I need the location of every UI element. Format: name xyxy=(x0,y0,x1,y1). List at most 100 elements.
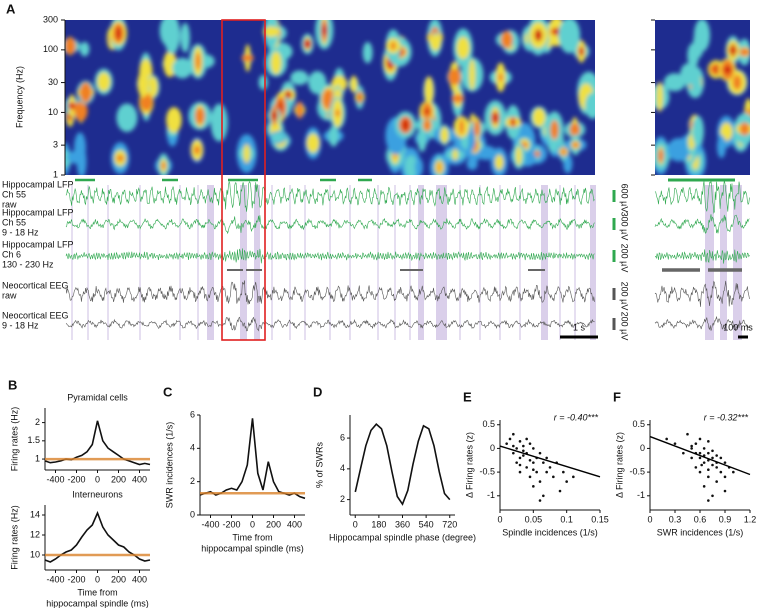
spectral-power xyxy=(116,154,124,162)
scatter-point xyxy=(686,432,689,436)
spectral-power xyxy=(270,110,278,121)
scatter-point xyxy=(702,485,706,488)
panel-label: E xyxy=(463,389,472,404)
scatter-point xyxy=(512,444,515,448)
x-tick-label: 200 xyxy=(111,574,126,584)
spectral-power xyxy=(451,94,465,103)
scatter-point xyxy=(698,451,702,455)
spectral-power xyxy=(67,150,85,164)
scatter-point xyxy=(525,437,528,441)
scatter-point xyxy=(528,442,532,445)
scatter-point xyxy=(715,454,718,457)
spectral-power xyxy=(172,57,193,79)
scatter-point xyxy=(552,475,555,479)
scatter-point xyxy=(528,458,532,462)
spectral-power xyxy=(350,75,358,93)
spectral-power xyxy=(656,81,663,112)
spectral-power xyxy=(459,119,464,135)
ripple-band xyxy=(240,185,247,340)
spectral-power xyxy=(270,51,282,75)
y-axis-label: Firing rates (Hz) xyxy=(9,407,19,472)
scatter-point xyxy=(690,456,693,460)
y-axis-label: Frequency (Hz) xyxy=(14,66,24,128)
x-tick-label: 400 xyxy=(287,519,302,529)
scatter-point xyxy=(694,442,698,445)
trace xyxy=(65,180,595,212)
x-axis-label: hippocampal spindle (ms) xyxy=(46,598,149,608)
x-tick-label: 400 xyxy=(132,474,147,484)
y-axis-label: Δ Firing rates (z) xyxy=(614,432,624,498)
spectral-power xyxy=(501,31,513,49)
trace xyxy=(654,280,750,307)
spectral-power xyxy=(304,39,311,49)
scatter-point xyxy=(525,466,528,469)
trace xyxy=(65,215,595,235)
x-axis-label: SWR incidences (1/s) xyxy=(657,527,744,537)
panel-label: D xyxy=(313,384,322,399)
spectral-power xyxy=(74,100,88,122)
spectral-power xyxy=(691,71,702,96)
x-tick-label: 540 xyxy=(419,519,434,529)
panel-label: C xyxy=(163,384,173,399)
spectral-power xyxy=(116,26,121,40)
x-tick-label: -400 xyxy=(201,519,219,529)
spectral-power xyxy=(511,117,515,127)
y-tick-label: 0 xyxy=(190,509,195,519)
spectral-power xyxy=(404,155,418,175)
spectral-power xyxy=(550,120,559,140)
panel-label: F xyxy=(613,389,621,404)
x-tick-label: 400 xyxy=(132,574,147,584)
scatter-point xyxy=(528,475,532,479)
x-tick-label: -200 xyxy=(67,574,85,584)
x-axis-label: Time from xyxy=(77,587,117,597)
spectral-power xyxy=(572,141,579,149)
trace-label: Hippocampal LFP xyxy=(2,207,74,217)
x-axis-label: hippocampal spindle (ms) xyxy=(201,543,304,553)
y-axis-label: % of SWRs xyxy=(314,442,324,489)
spectral-power xyxy=(561,147,566,157)
spectral-power xyxy=(335,109,340,117)
spectral-power xyxy=(739,122,750,136)
trace-label: 130 - 230 Hz xyxy=(2,259,54,269)
spectral-power xyxy=(717,135,726,159)
y-tick-label: 1.5 xyxy=(27,435,40,445)
trace xyxy=(654,315,750,331)
y-tick-label: 12 xyxy=(30,529,40,539)
scatter-point xyxy=(665,437,668,441)
x-tick-label: 0.15 xyxy=(591,514,609,524)
scatter-point xyxy=(522,454,525,457)
spectral-power xyxy=(663,73,686,92)
spectral-power xyxy=(693,20,711,52)
trace-label: raw xyxy=(2,290,17,300)
voltage-scale-label: 200 µV xyxy=(620,312,630,341)
y-tick-label: 2 xyxy=(190,476,195,486)
scatter-point xyxy=(690,444,693,448)
x-tick-label: 200 xyxy=(266,519,281,529)
x-axis-label: Spindle incidences (1/s) xyxy=(502,527,598,537)
spectral-power xyxy=(97,72,111,92)
voltage-scale-label: 200 µV xyxy=(620,282,630,311)
scatter-point xyxy=(558,489,562,493)
y-tick-label: 14 xyxy=(30,509,40,519)
y-tick-label: 4 xyxy=(340,463,345,473)
y-tick-label: 10 xyxy=(30,549,40,559)
scatter-point xyxy=(518,470,522,474)
scatter-point xyxy=(711,463,714,467)
scatter-point xyxy=(512,451,515,455)
scatter-point xyxy=(698,470,702,474)
spectral-power xyxy=(161,161,166,170)
x-tick-label: 0.9 xyxy=(719,514,732,524)
line-series xyxy=(354,423,451,506)
y-tick-label: 1 xyxy=(35,453,40,463)
spectral-power xyxy=(739,48,750,56)
spectral-power xyxy=(241,54,254,62)
scatter-point xyxy=(518,440,522,443)
x-tick-label: 0.1 xyxy=(560,514,573,524)
x-tick-label: 1.2 xyxy=(744,514,757,524)
scatter-point xyxy=(690,447,693,450)
spectral-power xyxy=(68,103,76,108)
voltage-scale-label: 600 µV xyxy=(620,184,630,213)
scatter-point xyxy=(515,461,518,464)
annotation: r = -0.40*** xyxy=(554,412,599,422)
